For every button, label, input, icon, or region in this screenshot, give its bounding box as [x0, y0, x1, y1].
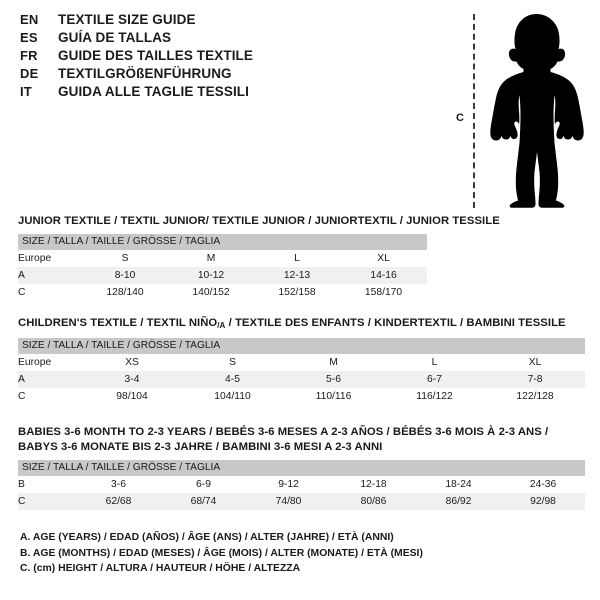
junior-bar-label: SIZE / TALLA / TAILLE / GRÖSSE / TAGLIA	[18, 234, 428, 250]
babies-section-heading-line1: BABIES 3-6 MONTH TO 2-3 YEARS / BEBÉS 3-…	[18, 426, 549, 438]
section-junior-textile: JUNIOR TEXTILE / TEXTIL JUNIOR/ TEXTILE …	[18, 214, 500, 301]
title-row-es: ES GUÍA DE TALLAS	[20, 30, 420, 48]
babies-row-c-value-4: 86/92	[416, 493, 501, 510]
title-row-fr: FR GUIDE DES TAILLES TEXTILE	[20, 48, 420, 66]
junior-header-row: Europe S M L XL	[18, 250, 428, 267]
title-row-en: EN TEXTILE SIZE GUIDE	[20, 12, 420, 30]
babies-row-c: C 62/68 68/74 74/80 80/86 86/92 92/98	[18, 493, 586, 510]
junior-row-a-value-0: 8-10	[82, 267, 168, 284]
childrens-row-a-value-2: 5-6	[283, 370, 384, 388]
language-title-block: EN TEXTILE SIZE GUIDE ES GUÍA DE TALLAS …	[20, 12, 420, 102]
title-row-de: DE TEXTILGRÖßENFÜHRUNG	[20, 66, 420, 84]
language-code-es: ES	[20, 30, 38, 45]
junior-table-bar-row: SIZE / TALLA / TAILLE / GRÖSSE / TAGLIA	[18, 234, 428, 250]
junior-size-s: S	[82, 250, 168, 267]
childrens-row-c-value-2: 110/116	[283, 387, 384, 405]
childrens-size-m: M	[283, 353, 384, 371]
childrens-table-bar-row: SIZE / TALLA / TAILLE / GRÖSSE / TAGLIA	[18, 337, 586, 354]
language-title-de: TEXTILGRÖßENFÜHRUNG	[58, 66, 232, 81]
babies-row-b-value-1: 6-9	[161, 476, 246, 493]
babies-row-b-value-3: 12-18	[331, 476, 416, 493]
language-title-en: TEXTILE SIZE GUIDE	[58, 12, 196, 27]
junior-row-c-label: C	[18, 284, 82, 301]
junior-row-c-value-0: 128/140	[82, 284, 168, 301]
babies-row-b-value-4: 18-24	[416, 476, 501, 493]
junior-header-row-label: Europe	[18, 250, 82, 267]
junior-row-a-value-2: 12-13	[254, 267, 340, 284]
child-silhouette-icon	[490, 14, 584, 208]
childrens-row-c-value-3: 116/122	[384, 387, 485, 405]
babies-row-c-label: C	[18, 493, 76, 510]
junior-size-m: M	[168, 250, 254, 267]
babies-table-bar-row: SIZE / TALLA / TAILLE / GRÖSSE / TAGLIA	[18, 460, 586, 476]
babies-section-heading-line2: BABYS 3-6 MONATE BIS 2-3 JAHRE / BAMBINI…	[18, 441, 383, 453]
childrens-row-a-value-4: 7-8	[485, 370, 586, 388]
babies-row-c-value-2: 74/80	[246, 493, 331, 510]
junior-row-c: C 128/140 140/152 152/158 158/170	[18, 284, 428, 301]
height-dashed-line	[473, 14, 475, 208]
measurement-legend: A. AGE (YEARS) / EDAD (AÑOS) / ÂGE (ANS)…	[20, 530, 423, 577]
childrens-header-row: Europe XS S M L XL	[18, 353, 586, 371]
junior-row-c-value-2: 152/158	[254, 284, 340, 301]
childrens-row-c-value-0: 98/104	[82, 387, 182, 405]
childrens-row-a-value-0: 3-4	[82, 370, 182, 388]
language-code-de: DE	[20, 66, 39, 81]
junior-size-table: SIZE / TALLA / TAILLE / GRÖSSE / TAGLIA …	[18, 234, 428, 301]
childrens-row-c-value-1: 104/110	[182, 387, 283, 405]
junior-row-a-value-3: 14-16	[340, 267, 428, 284]
title-row-it: IT GUIDA ALLE TAGLIE TESSILI	[20, 84, 420, 102]
language-title-fr: GUIDE DES TAILLES TEXTILE	[58, 48, 254, 63]
childrens-section-heading: CHILDREN'S TEXTILE / TEXTIL NIÑO/A / TEX…	[18, 316, 585, 333]
language-code-en: EN	[20, 12, 39, 27]
babies-size-table: SIZE / TALLA / TAILLE / GRÖSSE / TAGLIA …	[18, 460, 586, 510]
childrens-row-c: C 98/104 104/110 110/116 116/122 122/128	[18, 387, 586, 405]
babies-row-c-value-1: 68/74	[161, 493, 246, 510]
junior-row-a-label: A	[18, 267, 82, 284]
babies-row-c-value-3: 80/86	[331, 493, 416, 510]
childrens-row-c-value-4: 122/128	[485, 387, 586, 405]
language-code-fr: FR	[20, 48, 38, 63]
childrens-size-s: S	[182, 353, 283, 371]
junior-section-heading: JUNIOR TEXTILE / TEXTIL JUNIOR/ TEXTILE …	[18, 215, 500, 227]
language-code-it: IT	[20, 84, 32, 99]
childrens-heading-post: / TEXTILE DES ENFANTS / KINDERTEXTIL / B…	[225, 317, 566, 329]
childrens-row-c-label: C	[18, 387, 82, 405]
babies-row-b-value-0: 3-6	[76, 476, 161, 493]
babies-bar-label: SIZE / TALLA / TAILLE / GRÖSSE / TAGLIA	[18, 460, 586, 476]
childrens-heading-pre: CHILDREN'S TEXTILE / TEXTIL NIÑO	[18, 317, 218, 329]
babies-row-c-value-0: 62/68	[76, 493, 161, 510]
childrens-size-table: SIZE / TALLA / TAILLE / GRÖSSE / TAGLIA …	[18, 337, 586, 405]
language-title-it: GUIDA ALLE TAGLIE TESSILI	[58, 84, 249, 99]
junior-row-c-value-1: 140/152	[168, 284, 254, 301]
childrens-size-l: L	[384, 353, 485, 371]
legend-line-a: A. AGE (YEARS) / EDAD (AÑOS) / ÂGE (ANS)…	[20, 532, 394, 543]
childrens-size-xl: XL	[485, 353, 586, 371]
legend-line-b: B. AGE (MONTHS) / EDAD (MESES) / ÂGE (MO…	[20, 547, 423, 559]
height-reference-figure: C	[440, 8, 600, 208]
junior-row-c-value-3: 158/170	[340, 284, 428, 301]
section-childrens-textile: CHILDREN'S TEXTILE / TEXTIL NIÑO/A / TEX…	[18, 316, 586, 405]
babies-row-b: B 3-6 6-9 9-12 12-18 18-24 24-36	[18, 476, 586, 493]
section-babies-textile: BABIES 3-6 MONTH TO 2-3 YEARS / BEBÉS 3-…	[18, 425, 586, 510]
junior-row-a: A 8-10 10-12 12-13 14-16	[18, 267, 428, 284]
childrens-row-a-value-1: 4-5	[182, 370, 283, 388]
language-title-es: GUÍA DE TALLAS	[58, 30, 172, 45]
junior-size-l: L	[254, 250, 340, 267]
babies-row-b-value-2: 9-12	[246, 476, 331, 493]
childrens-row-a-value-3: 6-7	[384, 370, 485, 388]
legend-line-c: C. (cm) HEIGHT / ALTURA / HAUTEUR / HÖHE…	[20, 563, 301, 574]
height-axis-label: C	[456, 112, 464, 124]
childrens-row-a: A 3-4 4-5 5-6 6-7 7-8	[18, 370, 586, 388]
junior-size-xl: XL	[340, 250, 428, 267]
childrens-size-xs: XS	[82, 353, 182, 371]
childrens-heading-sub: /A	[217, 320, 226, 330]
babies-row-c-value-5: 92/98	[501, 493, 586, 510]
childrens-header-row-label: Europe	[18, 353, 82, 371]
babies-row-b-value-5: 24-36	[501, 476, 586, 493]
childrens-bar-label: SIZE / TALLA / TAILLE / GRÖSSE / TAGLIA	[18, 337, 586, 354]
babies-row-b-label: B	[18, 476, 76, 493]
childrens-row-a-label: A	[18, 370, 82, 388]
junior-row-a-value-1: 10-12	[168, 267, 254, 284]
